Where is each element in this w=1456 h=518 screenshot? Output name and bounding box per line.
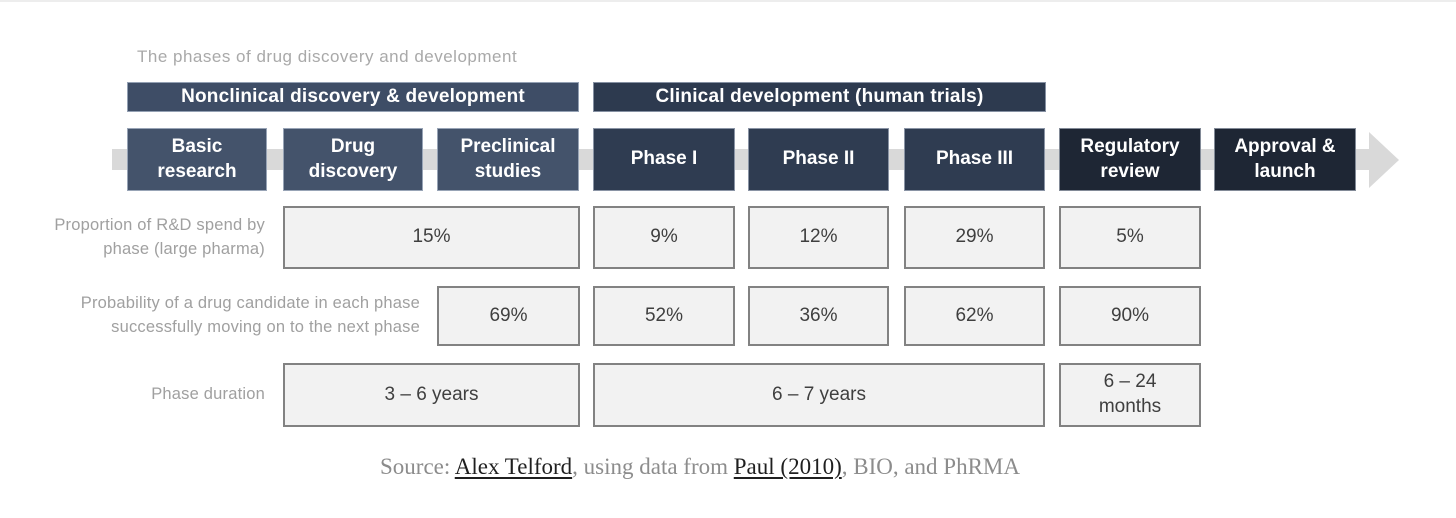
cell-spend-regulatory: 5% [1059,206,1201,269]
phase-box-basic-research: Basic research [127,128,267,191]
cell-value: 3 – 6 years [384,383,479,405]
cell-probability-preclinical: 69% [437,286,580,346]
group-header-clinical-label: Clinical development (human trials) [655,86,984,107]
phase-label: Phase I [630,148,698,170]
row-label-line: Proportion of R&D spend by [54,215,265,234]
cell-value: 36% [799,304,838,326]
paper-link[interactable]: Paul (2010) [733,454,842,479]
group-header-nonclinical: Nonclinical discovery & development [127,82,579,112]
cell-value: 5% [1116,226,1144,248]
cell-spend-phase-2: 12% [748,206,889,269]
phase-label: Phase II [782,148,855,170]
source-attribution: Source: Alex Telford, using data from Pa… [0,454,1400,480]
cell-duration-nonclinical: 3 – 6 years [283,363,580,427]
row-label-line: successfully moving on to the next phase [111,318,420,336]
cell-spend-nonclinical: 15% [283,206,580,269]
cell-spend-phase-3: 29% [904,206,1045,269]
row-label-line: Probability of a drug candidate in each … [80,294,420,313]
phase-label: Regulatory review [1080,135,1180,182]
row-label-rnd-spend: Proportion of R&D spend by phase (large … [0,206,265,269]
cell-value: 6 – 24 months [1098,371,1162,417]
timeline-arrow-head-icon [1369,132,1399,188]
phase-label: Drug discovery [308,135,398,182]
row-label-line: phase (large pharma) [103,239,265,258]
cell-value: 15% [412,226,451,248]
phase-box-phase-1: Phase I [593,128,735,191]
page-title: The phases of drug discovery and develop… [137,47,518,66]
phase-label: Approval & launch [1234,135,1336,182]
row-label-success-probability: Probability of a drug candidate in each … [0,286,420,346]
phase-label: Basic research [157,135,237,182]
phase-box-drug-discovery: Drug discovery [283,128,423,191]
cell-value: 62% [955,304,994,326]
timeline-arrow-band [112,149,1370,170]
source-middle: , using data from [572,454,734,479]
phase-box-preclinical-studies: Preclinical studies [437,128,579,191]
phase-box-phase-2: Phase II [748,128,889,191]
cell-probability-phase-1: 52% [593,286,735,346]
phase-box-approval-launch: Approval & launch [1214,128,1356,191]
cell-value: 12% [799,226,838,248]
group-header-clinical: Clinical development (human trials) [593,82,1046,112]
cell-probability-phase-3: 62% [904,286,1045,346]
group-header-nonclinical-label: Nonclinical discovery & development [181,86,525,107]
row-label-phase-duration: Phase duration [0,363,265,427]
phase-label: Phase III [935,148,1014,170]
phase-box-regulatory-review: Regulatory review [1059,128,1201,191]
cell-duration-clinical: 6 – 7 years [593,363,1045,427]
cell-value: 90% [1110,304,1150,326]
source-suffix: , BIO, and PhRMA [841,454,1020,479]
author-link[interactable]: Alex Telford [454,454,573,479]
cell-value: 9% [650,226,678,248]
cell-duration-regulatory: 6 – 24 months [1059,363,1201,427]
cell-probability-regulatory: 90% [1059,286,1201,346]
cell-value: 52% [644,304,684,326]
cell-value: 29% [955,226,994,248]
source-prefix: Source: [380,454,455,479]
phase-label: Preclinical studies [460,135,556,182]
cell-value: 69% [489,304,528,326]
phase-box-phase-3: Phase III [904,128,1045,191]
cell-probability-phase-2: 36% [748,286,889,346]
row-label-line: Phase duration [151,385,265,404]
cell-spend-phase-1: 9% [593,206,735,269]
cell-value: 6 – 7 years [772,383,866,405]
